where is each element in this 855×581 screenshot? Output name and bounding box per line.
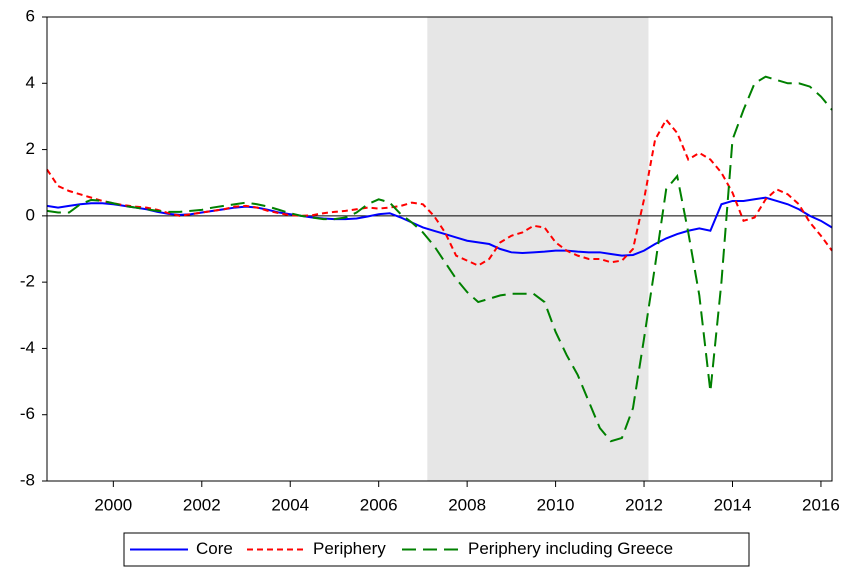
y-tick-label: 0: [26, 205, 35, 224]
legend-label: Core: [196, 539, 233, 558]
recession-shade: [427, 17, 649, 481]
series-line: [46, 75, 833, 443]
y-tick-label: 6: [26, 6, 35, 25]
x-tick-label: 2012: [625, 495, 663, 514]
y-tick-label: -8: [20, 470, 35, 489]
legend-label: Periphery: [313, 539, 386, 558]
y-tick-label: -6: [20, 404, 35, 423]
x-tick-label: 2002: [183, 495, 221, 514]
series-line: [46, 117, 833, 267]
x-tick-label: 2000: [94, 495, 132, 514]
x-tick-label: 2016: [802, 495, 840, 514]
x-tick-label: 2014: [714, 495, 752, 514]
x-tick-label: 2010: [537, 495, 575, 514]
x-tick-label: 2006: [360, 495, 398, 514]
y-tick-label: -4: [20, 338, 35, 357]
y-tick-label: 2: [26, 139, 35, 158]
plot-frame: [46, 16, 833, 482]
x-tick-label: 2004: [271, 495, 309, 514]
x-tick-label: 2008: [448, 495, 486, 514]
y-tick-label: -2: [20, 272, 35, 291]
legend-label: Periphery including Greece: [468, 539, 673, 558]
y-tick-label: 4: [26, 73, 35, 92]
